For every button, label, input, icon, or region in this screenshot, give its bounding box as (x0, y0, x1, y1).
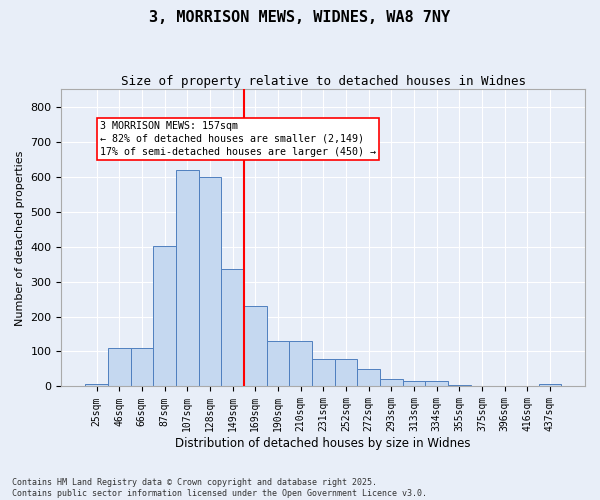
Bar (539, 384, 561, 386)
Bar (266, 341, 289, 386)
Bar (380, 380, 403, 386)
Bar (199, 178, 221, 386)
Bar (108, 348, 131, 387)
Bar (176, 170, 199, 386)
Y-axis label: Number of detached properties: Number of detached properties (15, 150, 25, 326)
Bar (357, 369, 380, 386)
Text: 3, MORRISON MEWS, WIDNES, WA8 7NY: 3, MORRISON MEWS, WIDNES, WA8 7NY (149, 10, 451, 25)
Bar (244, 306, 266, 386)
Bar (335, 359, 357, 386)
Bar (425, 381, 448, 386)
Text: 3 MORRISON MEWS: 157sqm
← 82% of detached houses are smaller (2,149)
17% of semi: 3 MORRISON MEWS: 157sqm ← 82% of detache… (100, 120, 376, 157)
Title: Size of property relative to detached houses in Widnes: Size of property relative to detached ho… (121, 75, 526, 88)
Bar (153, 246, 176, 386)
Bar (289, 341, 312, 386)
Bar (448, 384, 470, 386)
Bar (131, 348, 153, 387)
Bar (221, 270, 244, 386)
Bar (403, 381, 425, 386)
Bar (312, 359, 335, 386)
Bar (85, 384, 108, 386)
Text: Contains HM Land Registry data © Crown copyright and database right 2025.
Contai: Contains HM Land Registry data © Crown c… (12, 478, 427, 498)
X-axis label: Distribution of detached houses by size in Widnes: Distribution of detached houses by size … (175, 437, 471, 450)
